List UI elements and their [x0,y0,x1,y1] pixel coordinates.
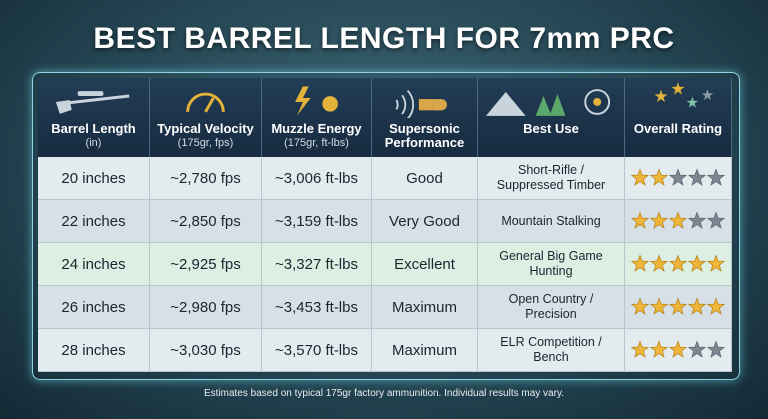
table-cell: Short-Rifle / Suppressed Timber [478,157,625,200]
column-header: Supersonic Performance [372,78,478,157]
column-title: Best Use [523,121,579,136]
star-empty [687,340,707,358]
table-cell: Mountain Stalking [478,200,625,243]
svg-text:★: ★ [653,87,668,106]
svg-text:★: ★ [701,87,715,104]
table-cell: Good [372,157,478,200]
star-filled [687,254,707,272]
header-icon [295,86,338,116]
star-filled [668,297,688,315]
rating-cell [625,286,732,329]
star-filled [706,254,726,272]
table-cell: 28 inches [38,329,150,372]
column-title: Typical Velocity [157,121,254,136]
star-empty [706,168,726,186]
star-filled [649,211,669,229]
column-header: Best Use [478,78,625,157]
star-filled [706,297,726,315]
star-empty [706,211,726,229]
table-cell: ~3,030 fps [150,329,262,372]
table-cell: 24 inches [38,243,150,286]
table-cell: ~2,780 fps [150,157,262,200]
table-cell: ~3,570 ft-lbs [262,329,372,372]
rating-stars [630,168,726,186]
table-cell: ~3,453 ft-lbs [262,286,372,329]
table-cell: Very Good [372,200,478,243]
column-title: Barrel Length [51,121,136,136]
table-cell: ~3,006 ft-lbs [262,157,372,200]
header-icon [395,89,447,118]
table-cell: ~2,925 fps [150,243,262,286]
column-header: Barrel Length (in) [38,78,150,157]
table-cell: ~3,327 ft-lbs [262,243,372,286]
rating-cell [625,200,732,243]
star-filled [687,297,707,315]
table-cell: Maximum [372,329,478,372]
column-header: Typical Velocity (175gr, fps) [150,78,262,157]
title: BEST BARREL LENGTH FOR 7mm PRC [93,22,675,55]
star-filled [668,340,688,358]
table-cell: 22 inches [38,200,150,243]
rating-cell [625,329,732,372]
star-filled [630,211,650,229]
column-subtitle: (175gr, ft-lbs) [284,137,349,149]
star-filled [649,168,669,186]
rating-stars [630,254,726,272]
header-icon [485,89,611,116]
rating-cell [625,243,732,286]
table: Barrel Length (in) Typical Velocity (175gr,… [38,78,732,372]
header-icon: ★ ★★ ★ [653,82,715,112]
table-frame [32,72,740,380]
star-filled [630,254,650,272]
star-filled [630,297,650,315]
rating-cell [625,157,732,200]
star-filled [668,211,688,229]
star-empty [687,211,707,229]
star-empty [668,168,688,186]
table-cell: ~2,980 fps [150,286,262,329]
table-cell: ~3,159 ft-lbs [262,200,372,243]
column-header: Muzzle Energy (175gr, ft-lbs) [262,78,372,157]
table-cell: Maximum [372,286,478,329]
rating-stars [630,211,726,229]
svg-text:★: ★ [686,95,700,112]
header-icon [55,91,130,114]
svg-text:★: ★ [670,82,685,98]
column-title: Muzzle Energy [271,121,362,136]
star-filled [649,340,669,358]
star-filled [649,254,669,272]
column-title: Overall Rating [633,121,723,136]
table-cell: General Big Game Hunting [478,243,625,286]
column-header: ★ ★ ★ ★ Overall Rating [625,78,732,157]
column-subtitle: (in) [85,137,102,149]
rating-stars [630,297,726,315]
column-subtitle: (175gr, fps) [177,137,234,149]
header-icon [186,92,225,113]
table-cell: ELR Competition / Bench [478,329,625,372]
table-cell: Excellent [372,243,478,286]
table-cell: 20 inches [38,157,150,200]
star-empty [706,340,726,358]
table-cell: 26 inches [38,286,150,329]
table-cell: ~2,850 fps [150,200,262,243]
star-filled [630,340,650,358]
column-title: Supersonic Performance [384,121,465,150]
star-filled [668,254,688,272]
star-filled [630,168,650,186]
footnote: Estimates based on typical 175gr factory… [204,388,564,399]
star-empty [687,168,707,186]
table-cell: Open Country / Precision [478,286,625,329]
star-filled [649,297,669,315]
rating-stars [630,340,726,358]
